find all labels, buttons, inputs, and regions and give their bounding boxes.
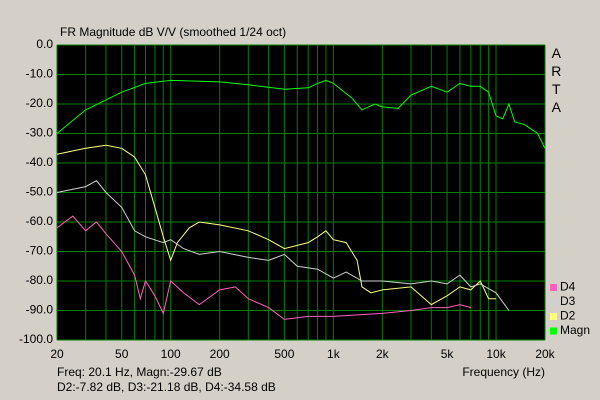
legend-label: D2 [560,309,576,323]
series-line [56,79,546,149]
y-tick-label: -20.0 [26,96,54,110]
x-tick-label: 500 [274,347,294,361]
y-tick-label: -80.0 [26,273,54,287]
x-tick-label: 100 [161,347,181,361]
x-tick-label: 10k [486,347,506,361]
x-tick-label: 20k [535,347,555,361]
y-tick-label: -10.0 [26,67,54,81]
x-tick-label: 2k [376,347,390,361]
y-tick-label: -100.0 [19,332,53,346]
chart-title: FR Magnitude dB V/V (smoothed 1/24 oct) [60,25,286,39]
legend-swatch [550,313,557,320]
y-tick-label: 0.0 [36,37,53,51]
x-tick-label: 5k [441,347,455,361]
readout-line: D2:-7.82 dB, D3:-21.18 dB, D4:-34.58 dB [57,380,276,394]
legend-label: D3 [560,294,576,308]
y-tick-label: -70.0 [26,244,54,258]
legend-swatch [550,298,557,306]
y-tick-label: -60.0 [26,214,54,228]
series-line [56,144,496,306]
series-line [56,180,510,311]
legend-swatch [550,327,557,335]
x-axis-label: Frequency (Hz) [462,365,545,379]
watermark: ARTA [548,45,564,117]
y-tick-label: -50.0 [26,185,54,199]
x-tick-label: 50 [115,347,129,361]
y-tick-label: -30.0 [26,126,54,140]
x-tick-label: 200 [210,347,230,361]
readout-line: Freq: 20.1 Hz, Magn:-29.67 dB [57,365,222,379]
legend-swatch [550,284,557,291]
x-tick-label: 1k [327,347,341,361]
series-line [56,215,471,320]
x-tick-label: 20 [50,347,64,361]
y-tick-label: -40.0 [26,155,54,169]
legend-label: Magn [560,323,590,337]
y-tick-label: -90.0 [26,303,54,317]
legend-label: D4 [560,280,576,294]
